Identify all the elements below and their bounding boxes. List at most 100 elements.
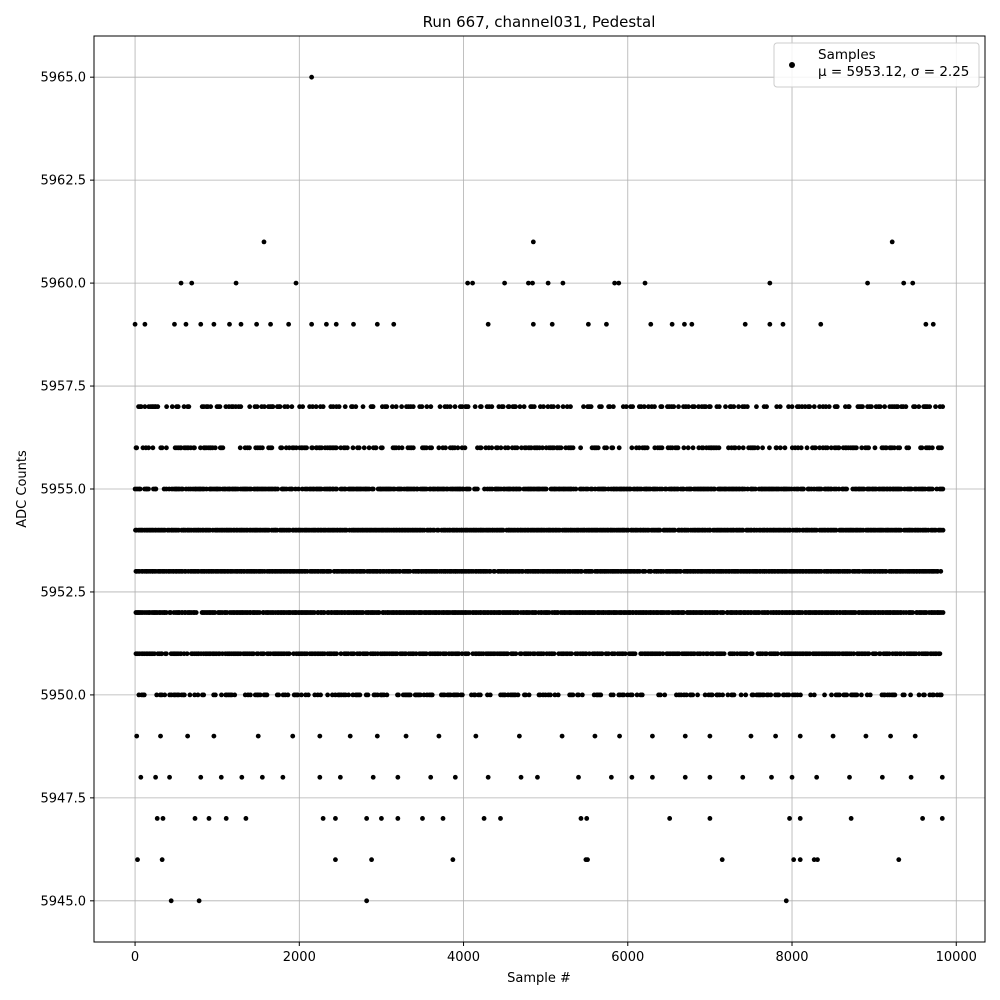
data-point xyxy=(817,445,822,451)
data-point xyxy=(901,280,907,286)
data-point xyxy=(211,321,217,327)
data-point xyxy=(223,816,229,821)
data-point xyxy=(477,692,483,698)
data-point xyxy=(836,486,842,492)
data-point xyxy=(682,733,688,739)
data-point xyxy=(650,774,655,780)
data-point xyxy=(604,445,609,451)
data-point xyxy=(391,321,397,327)
data-point xyxy=(138,774,144,780)
data-point xyxy=(681,486,686,492)
data-point xyxy=(492,568,498,574)
data-point xyxy=(777,445,783,451)
data-point xyxy=(410,445,416,451)
data-point xyxy=(163,610,169,615)
data-point xyxy=(854,692,860,698)
y-tick-label: 5955.0 xyxy=(41,483,87,498)
data-point xyxy=(178,280,184,286)
data-point xyxy=(648,321,654,327)
data-point xyxy=(286,651,292,657)
x-tick-label: 2000 xyxy=(283,950,316,965)
data-point xyxy=(304,445,309,451)
data-point xyxy=(898,527,904,533)
data-point xyxy=(570,445,576,451)
data-point xyxy=(364,816,370,821)
data-point xyxy=(860,404,865,410)
data-point xyxy=(559,733,565,739)
data-point xyxy=(521,404,527,410)
data-point xyxy=(134,445,140,451)
data-point xyxy=(662,692,668,698)
data-point xyxy=(707,774,713,780)
data-point xyxy=(535,774,540,780)
data-point xyxy=(731,404,737,410)
data-point xyxy=(671,404,677,410)
data-point xyxy=(516,733,522,739)
data-point xyxy=(275,486,281,492)
data-point xyxy=(153,486,159,492)
data-point xyxy=(940,404,946,410)
data-point xyxy=(901,692,907,698)
data-point xyxy=(137,486,143,492)
data-point xyxy=(155,404,161,410)
data-point xyxy=(682,321,687,327)
data-point xyxy=(644,445,650,451)
data-point xyxy=(657,692,663,698)
data-point xyxy=(192,445,197,451)
data-point xyxy=(549,321,555,327)
data-point xyxy=(585,857,590,863)
data-point xyxy=(399,404,405,410)
data-point xyxy=(518,651,524,657)
data-point xyxy=(502,280,507,286)
data-point xyxy=(212,692,218,698)
data-point xyxy=(777,404,783,410)
data-point xyxy=(690,445,696,451)
data-point xyxy=(866,651,872,657)
data-point xyxy=(290,733,296,739)
data-point xyxy=(198,774,204,780)
data-point xyxy=(906,445,912,451)
data-point xyxy=(879,774,885,780)
data-point xyxy=(929,445,935,451)
data-point xyxy=(672,527,678,533)
data-point xyxy=(189,280,195,286)
data-point xyxy=(824,445,830,451)
data-point xyxy=(616,280,622,286)
data-point xyxy=(319,445,325,451)
data-point xyxy=(498,816,503,821)
legend-series-name: Samples xyxy=(818,47,876,63)
data-point xyxy=(712,486,717,492)
data-point xyxy=(579,692,585,698)
data-point xyxy=(317,774,323,780)
data-point xyxy=(498,445,504,451)
data-point xyxy=(211,733,217,739)
data-point xyxy=(325,692,331,698)
data-point xyxy=(844,692,850,698)
data-point xyxy=(616,445,622,451)
data-point xyxy=(912,404,918,410)
y-axis-ticks: 5945.0 5947.5 5950.0 5952.5 5955.0 5957.5 5960… xyxy=(41,71,94,909)
data-point xyxy=(153,774,158,780)
data-point xyxy=(317,733,323,739)
data-point xyxy=(869,404,874,410)
data-point xyxy=(755,445,761,451)
data-point xyxy=(743,692,749,698)
data-point xyxy=(939,816,945,821)
data-point xyxy=(829,692,834,698)
data-point xyxy=(716,404,722,410)
data-point xyxy=(797,733,803,739)
data-point xyxy=(369,857,374,863)
data-point xyxy=(867,692,873,698)
data-point xyxy=(459,692,465,698)
data-point xyxy=(333,816,338,821)
data-point xyxy=(180,486,185,492)
data-point xyxy=(254,321,259,327)
data-point xyxy=(877,404,883,410)
data-point xyxy=(351,321,356,327)
data-point xyxy=(327,568,333,574)
data-point xyxy=(201,692,207,698)
data-point xyxy=(440,816,446,821)
data-point xyxy=(576,774,581,780)
data-point xyxy=(310,445,315,451)
data-point xyxy=(181,404,187,410)
